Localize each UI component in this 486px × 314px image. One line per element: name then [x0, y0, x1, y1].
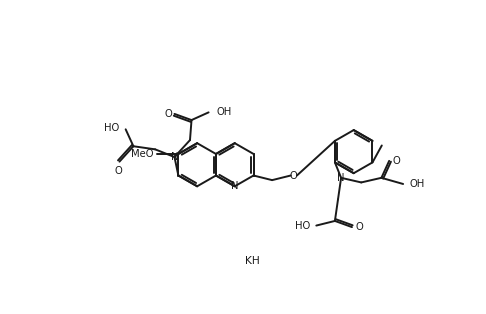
Text: KH: KH — [245, 256, 260, 266]
Text: O: O — [392, 156, 400, 166]
Text: O: O — [114, 165, 122, 176]
Text: MeO: MeO — [131, 149, 154, 159]
Text: N: N — [231, 181, 239, 191]
Text: HO: HO — [104, 123, 120, 133]
Text: OH: OH — [216, 107, 232, 117]
Text: N: N — [337, 173, 345, 183]
Text: O: O — [290, 171, 298, 181]
Text: OH: OH — [409, 179, 425, 189]
Text: N: N — [171, 152, 178, 162]
Text: O: O — [355, 222, 363, 232]
Text: O: O — [164, 109, 172, 119]
Text: HO: HO — [295, 220, 310, 230]
